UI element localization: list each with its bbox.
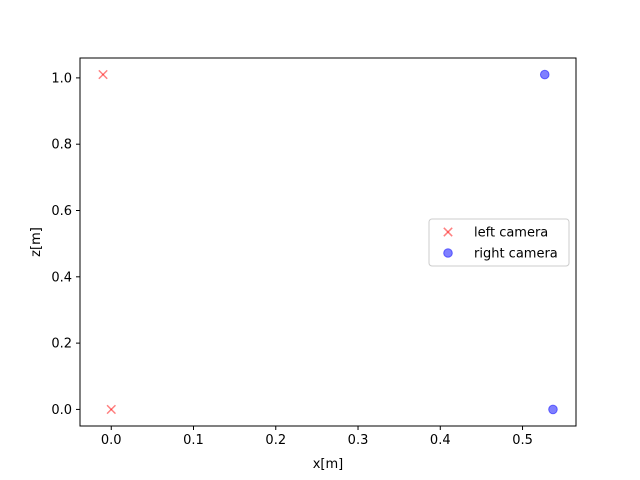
data-point-left-camera: [98, 69, 108, 80]
x-axis-label: x[m]: [313, 457, 344, 472]
data-point-right-camera: [548, 404, 558, 415]
plot-area: [79, 57, 577, 427]
y-tick-label: 0.6: [51, 204, 72, 219]
y-tick-label: 0.4: [51, 270, 72, 285]
x-tick-label: 0.3: [348, 433, 369, 448]
x-tick-label: 0.0: [101, 433, 122, 448]
x-tick-label: 0.5: [512, 433, 533, 448]
x-marker-stroke: [98, 69, 108, 80]
data-point-right-camera: [539, 69, 550, 80]
y-tick-label: 1.0: [51, 71, 72, 86]
y-axis-label: z[m]: [29, 227, 44, 257]
x-axis-ticks: 0.0 0.1 0.2 0.3 0.4 0.5: [101, 426, 533, 448]
x-tick-label: 0.4: [430, 433, 451, 448]
plot-frame: [79, 57, 577, 427]
y-axis-ticks: 0.0 0.2 0.4 0.6 0.8 1.0: [51, 71, 80, 418]
legend-label: right camera: [474, 247, 558, 262]
y-tick-label: 0.0: [51, 403, 72, 418]
legend: left camera right camera: [428, 218, 570, 267]
legend-box: [428, 218, 570, 267]
x-marker-stroke: [106, 404, 116, 415]
legend-marker: [443, 248, 453, 258]
legend-label: left camera: [474, 226, 548, 241]
legend-marker: [443, 227, 453, 237]
x-tick-label: 0.1: [183, 433, 204, 448]
y-tick-label: 0.8: [51, 138, 72, 153]
x-tick-label: 0.2: [265, 433, 286, 448]
data-point-left-camera: [106, 404, 116, 415]
x-marker-stroke: [443, 227, 453, 237]
y-tick-label: 0.2: [51, 337, 72, 352]
